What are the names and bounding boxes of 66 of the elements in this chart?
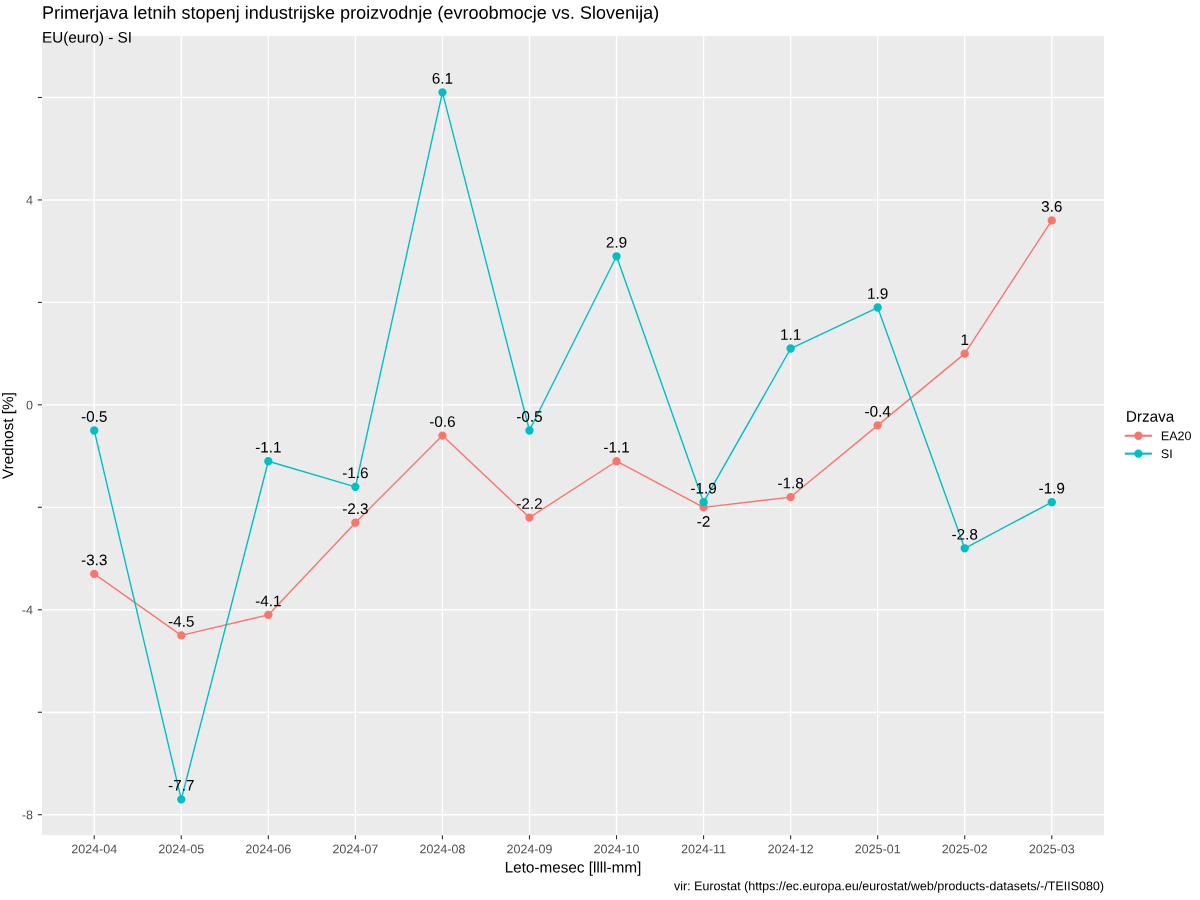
y-tick-label: -8 bbox=[22, 810, 33, 820]
data-label: -4.1 bbox=[255, 595, 281, 607]
point bbox=[264, 610, 273, 620]
point bbox=[699, 498, 708, 507]
data-label: -1.9 bbox=[1039, 482, 1065, 494]
legend-title: Drzava bbox=[1127, 411, 1175, 422]
data-label: -1.8 bbox=[778, 477, 804, 489]
data-label: -1.1 bbox=[255, 441, 281, 453]
x-tick-label: 2024-05 bbox=[158, 844, 204, 854]
x-tick-label: 2024-07 bbox=[333, 844, 378, 854]
point bbox=[612, 252, 621, 261]
legend-label: SI bbox=[1161, 449, 1172, 459]
data-label: -0.4 bbox=[865, 405, 891, 417]
data-label: 1.1 bbox=[781, 329, 801, 340]
x-tick-label: 2025-01 bbox=[855, 844, 900, 854]
data-label: 1 bbox=[961, 334, 969, 345]
point bbox=[177, 631, 186, 640]
point bbox=[873, 303, 882, 312]
point bbox=[90, 426, 99, 435]
point bbox=[612, 457, 621, 466]
y-axis-title: Vrednost [%] bbox=[2, 393, 17, 479]
data-label: -4.5 bbox=[168, 616, 194, 627]
point bbox=[1047, 216, 1056, 225]
point bbox=[438, 431, 447, 440]
data-label: -2 bbox=[697, 516, 710, 527]
legend-label: EA20 bbox=[1161, 431, 1191, 441]
data-label: -0.6 bbox=[429, 416, 455, 428]
x-tick-label: 2024-11 bbox=[681, 844, 726, 854]
x-tick-label: 2024-10 bbox=[594, 844, 639, 854]
point bbox=[960, 544, 969, 553]
data-label: -1.1 bbox=[604, 441, 629, 453]
data-label: 6.1 bbox=[432, 72, 453, 84]
x-axis-title: Leto-mesec [llll-mm] bbox=[505, 861, 641, 876]
y-tick-label: 4 bbox=[26, 195, 33, 205]
x-tick-label: 2024-09 bbox=[507, 844, 552, 854]
point bbox=[873, 421, 882, 430]
x-tick-label: 2024-04 bbox=[71, 844, 117, 854]
point bbox=[525, 513, 534, 522]
text: vir: Eurostat (https://ec.europa.eu/eurostat/web/products-datasets/-/TEIIS080) bbox=[674, 881, 1104, 893]
point bbox=[90, 569, 99, 579]
x-tick-label: 2024-12 bbox=[768, 844, 813, 854]
data-label: -3.3 bbox=[81, 554, 107, 566]
chart-subtitle: EU(euro) - SI bbox=[43, 31, 131, 46]
point bbox=[177, 795, 186, 804]
data-label: -0.5 bbox=[81, 411, 107, 422]
data-label: 1.9 bbox=[868, 288, 888, 299]
x-tick-label: 2025-02 bbox=[942, 844, 988, 854]
x-tick-label: 2024-08 bbox=[420, 844, 465, 854]
point bbox=[786, 492, 795, 502]
point bbox=[351, 482, 360, 491]
x-tick-label: 2025-03 bbox=[1029, 844, 1075, 854]
y-tick-label: 0 bbox=[26, 400, 33, 410]
point bbox=[351, 518, 360, 527]
y-tick-label: -4 bbox=[22, 605, 33, 615]
point bbox=[1047, 498, 1056, 507]
point bbox=[786, 344, 795, 353]
point bbox=[525, 426, 534, 435]
point bbox=[438, 88, 447, 97]
data-label: 2.9 bbox=[606, 236, 627, 248]
point bbox=[264, 457, 273, 466]
chart-title: Primerjava letnih stopenj industrijske proizvodnje (evroobmocje vs. Slovenija) bbox=[43, 5, 659, 23]
point bbox=[960, 349, 969, 358]
data-label: 3.6 bbox=[1041, 201, 1062, 212]
data-label: -2.2 bbox=[516, 498, 542, 509]
x-tick-label: 2024-06 bbox=[246, 844, 291, 854]
data-label: -2.3 bbox=[342, 503, 368, 515]
